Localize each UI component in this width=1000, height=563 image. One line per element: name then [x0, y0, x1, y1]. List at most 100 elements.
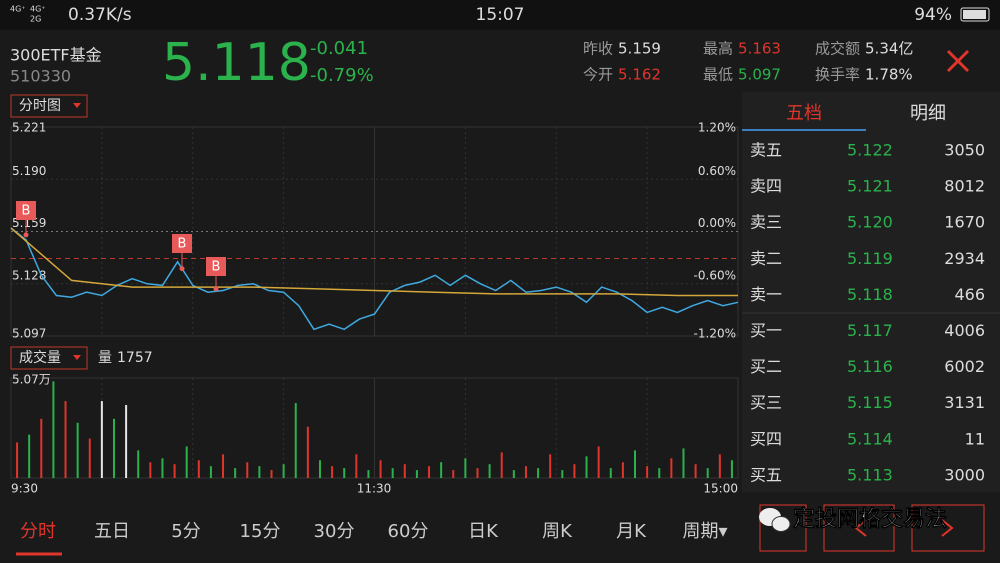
stat-value: 5.159	[618, 40, 661, 58]
volume-bar	[28, 434, 31, 478]
order-price: 5.115	[847, 393, 893, 412]
volume-bar	[585, 456, 588, 478]
volume-bar	[16, 442, 19, 478]
battery-icon	[960, 7, 990, 22]
volume-bar	[646, 466, 649, 478]
volume-bar	[597, 446, 600, 478]
volume-bar	[222, 454, 225, 478]
period-tab[interactable]: 周期▾	[682, 521, 727, 542]
y2-tick-label: 0.60%	[698, 164, 736, 178]
order-volume: 2934	[944, 249, 985, 268]
volume-tick-label: 5.07万	[12, 373, 51, 387]
period-tab[interactable]: 日K	[468, 521, 499, 542]
network-label: 2G	[30, 15, 41, 24]
period-tab[interactable]: 周K	[542, 521, 573, 542]
volume-bar	[537, 468, 540, 478]
volume-bar	[524, 466, 527, 478]
buy-point-badge	[206, 257, 226, 276]
order-volume: 1670	[944, 213, 985, 232]
volume-bar	[40, 418, 43, 478]
period-tab[interactable]: 分时	[20, 521, 56, 542]
next-arrow	[941, 519, 954, 537]
volume-bar	[730, 460, 733, 478]
volume-bar	[258, 466, 261, 478]
volume-bar	[173, 464, 176, 478]
x-tick-label: 11:30	[357, 482, 392, 496]
order-label: 卖二	[750, 249, 782, 268]
stat-label: 最低	[703, 66, 733, 84]
volume-bar	[621, 462, 624, 478]
order-price: 5.113	[847, 465, 893, 484]
volume-bar	[64, 401, 67, 478]
stat-label: 换手率	[815, 66, 860, 84]
order-price: 5.122	[847, 141, 893, 160]
volume-bar	[282, 464, 285, 478]
battery-level	[963, 10, 986, 19]
stat-value: 5.097	[738, 66, 781, 84]
volume-bar	[318, 460, 321, 478]
y2-tick-label: -0.60%	[694, 268, 736, 282]
buy-point-label: B	[178, 237, 187, 252]
volume-bar	[391, 468, 394, 478]
volume-bar	[137, 450, 140, 478]
volume-bar	[270, 470, 273, 478]
volume-bar	[100, 401, 103, 478]
volume-bar	[88, 438, 91, 478]
prev-arrow	[854, 519, 867, 537]
period-tab[interactable]: 月K	[616, 521, 647, 542]
volume-bar	[76, 422, 79, 478]
volume-bar	[52, 381, 55, 478]
period-tab[interactable]: 15分	[240, 521, 281, 542]
chart-selector[interactable]	[10, 346, 88, 370]
stat-value: 5.163	[738, 40, 781, 58]
y2-tick-label: 0.00%	[698, 216, 736, 230]
wechat-icon	[759, 508, 791, 532]
order-price: 5.114	[847, 429, 893, 448]
volume-bar	[561, 470, 564, 478]
order-price: 5.117	[847, 321, 893, 340]
volume-bar	[682, 448, 685, 478]
period-tab[interactable]: 30分	[314, 521, 355, 542]
nav-button[interactable]	[823, 504, 895, 552]
chart-selector-label: 成交量	[19, 349, 61, 366]
period-tab[interactable]: 5分	[171, 521, 200, 542]
close-button[interactable]	[946, 49, 970, 73]
order-volume: 3131	[944, 393, 985, 412]
y-tick-label: 5.190	[12, 164, 46, 178]
period-tab[interactable]: 五日	[94, 521, 130, 542]
volume-bar	[161, 458, 164, 478]
order-volume: 3000	[944, 465, 985, 484]
clock: 15:07	[476, 5, 525, 25]
stat-label: 最高	[703, 40, 733, 58]
y-tick-label: 5.128	[12, 268, 46, 282]
stat-value: 5.34亿	[865, 40, 913, 58]
volume-bar	[331, 466, 334, 478]
nav-button[interactable]	[759, 504, 807, 552]
stat-value: 1.78%	[865, 66, 913, 84]
stock-name: 300ETF基金	[10, 46, 102, 65]
watermark: 定投网格交易法	[793, 506, 947, 532]
stat-label: 成交额	[815, 40, 860, 58]
buy-point	[213, 286, 219, 292]
order-label: 卖一	[750, 285, 782, 304]
volume-bar	[609, 468, 612, 478]
buy-point-badge	[172, 234, 192, 253]
order-volume: 11	[965, 429, 985, 448]
volume-current-value: 1757	[117, 350, 153, 366]
order-volume: 8012	[944, 177, 985, 196]
price-line	[10, 227, 739, 331]
volume-bar	[512, 470, 515, 478]
x-tick-label: 15:00	[703, 482, 738, 496]
order-tab[interactable]: 明细	[910, 103, 946, 124]
buy-point-badge	[16, 201, 36, 220]
battery-percent: 94%	[914, 5, 952, 25]
volume-bar	[706, 468, 709, 478]
order-volume: 4006	[944, 321, 985, 340]
volume-bar	[367, 470, 370, 478]
chart-selector[interactable]	[10, 94, 88, 118]
stock-code: 510330	[10, 67, 71, 86]
order-tab[interactable]: 五档	[786, 103, 822, 124]
period-tab[interactable]: 60分	[388, 521, 429, 542]
nav-button[interactable]	[911, 504, 985, 552]
volume-bar	[718, 454, 721, 478]
